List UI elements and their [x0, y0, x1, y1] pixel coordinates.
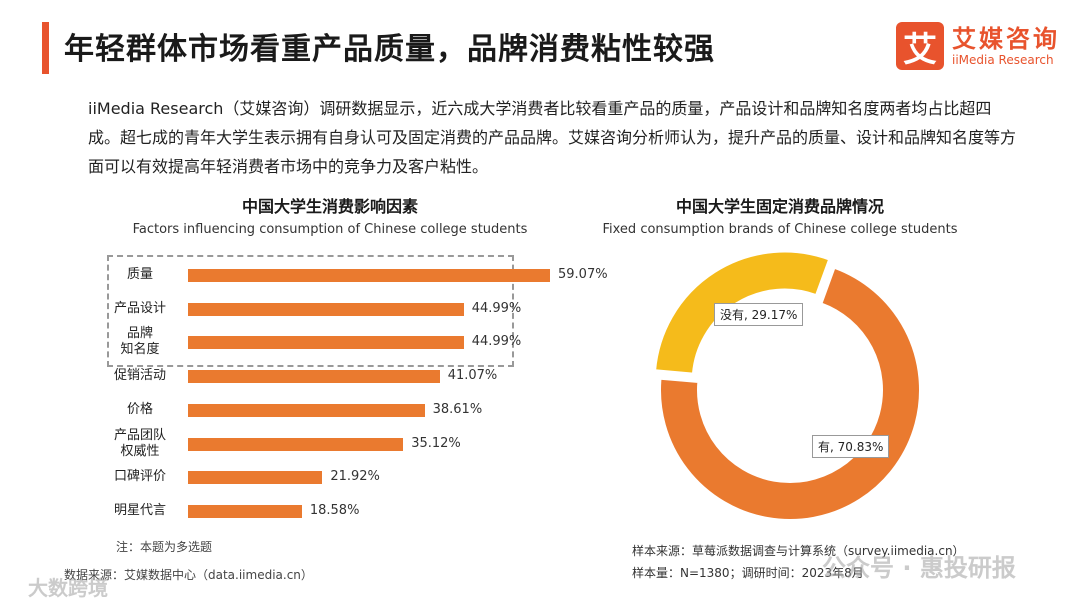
donut-chart-title: 中国大学生固定消费品牌情况: [675, 197, 884, 216]
bar: [188, 437, 404, 451]
highlight-dashed-box: [107, 255, 514, 367]
bar-category-label: 产品团队 权威性: [113, 427, 166, 459]
donut-slice: [654, 250, 831, 375]
bar-row: 品牌 知名度 44.99%: [100, 326, 540, 358]
sample-source-line: 样本来源：草莓派数据调查与计算系统（survey.iimedia.cn）: [632, 544, 965, 558]
bar-row: 价格 38.61%: [100, 397, 540, 423]
watermark-right: 公众号 · 惠投研报: [822, 554, 1016, 582]
bar: [188, 336, 464, 350]
bar: [188, 504, 302, 518]
intro-paragraph: iiMedia Research（艾媒咨询）调研数据显示，近六成大学消费者比较看…: [88, 99, 1017, 176]
title-accent-bar: [42, 22, 49, 74]
brand-mark-icon: 艾: [896, 22, 944, 70]
donut-label-yes: 有, 70.83%: [812, 435, 890, 458]
page-title: 年轻群体市场看重产品质量，品牌消费粘性较强: [64, 32, 715, 67]
bar-row: 产品设计 44.99%: [100, 296, 540, 322]
bar: [188, 302, 464, 316]
bar-category-label: 口碑评价: [113, 469, 166, 485]
bar-value-label: 41.07%: [447, 368, 498, 384]
bar-value-label: 38.61%: [432, 401, 483, 417]
bar-row: 质量 59.07%: [100, 262, 608, 288]
bar-value-label: 44.99%: [471, 334, 522, 350]
brand-logo: 艾 艾媒咨询 iiMedia Research: [896, 20, 1060, 72]
bar-category-label: 价格: [126, 401, 153, 417]
watermark-left: 大数跨境: [28, 576, 108, 600]
bar-chart-subtitle: Factors influencing consumption of Chine…: [132, 222, 528, 237]
donut-chart-svg: [654, 250, 921, 521]
bar: [188, 403, 425, 417]
donut-label-no: 没有, 29.17%: [714, 303, 804, 326]
bar-value-label: 44.99%: [471, 300, 522, 316]
bar-row: 明星代言 18.58%: [100, 498, 540, 524]
data-source-left: 数据来源：艾媒数据中心（data.iimedia.cn）: [64, 568, 313, 582]
brand-name-cn: 艾媒咨询: [952, 25, 1060, 53]
donut-chart: [650, 250, 930, 530]
bar: [188, 471, 323, 485]
bar-category-label: 产品设计: [113, 300, 166, 316]
sample-source: 样本来源：草莓派数据调查与计算系统（survey.iimedia.cn） 样本量…: [632, 540, 965, 584]
sample-size-line: 样本量：N=1380；调研时间：2023年8月: [632, 566, 864, 580]
bar-value-label: 59.07%: [558, 267, 608, 282]
bar-value-label: 21.92%: [330, 469, 380, 485]
bar: [188, 269, 550, 282]
brand-name-en: iiMedia Research: [952, 53, 1054, 67]
bar-row: 口碑评价 21.92%: [100, 464, 540, 490]
chart-note: 注：本题为多选题: [116, 540, 213, 554]
bar-chart-title: 中国大学生消费影响因素: [241, 197, 418, 216]
bar-category-label: 品牌 知名度: [120, 326, 160, 358]
donut-chart-subtitle: Fixed consumption brands of Chinese coll…: [602, 222, 958, 237]
bar: [188, 370, 440, 384]
bar-category-label: 促销活动: [113, 368, 166, 384]
bar-value-label: 18.58%: [309, 502, 360, 518]
bar-value-label: 35.12%: [411, 435, 461, 451]
bar-category-label: 明星代言: [113, 502, 166, 518]
bar-row: 产品团队 权威性 35.12%: [100, 427, 540, 459]
bar-row: 促销活动 41.07%: [100, 363, 540, 389]
brand-text: 艾媒咨询 iiMedia Research: [952, 25, 1060, 67]
bar-category-label: 质量: [126, 267, 153, 282]
